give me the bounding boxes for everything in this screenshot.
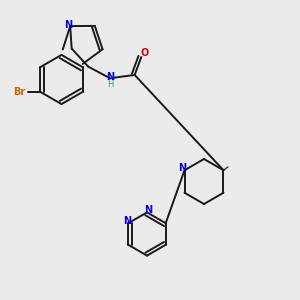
Text: H: H <box>107 80 114 89</box>
Text: N: N <box>123 216 131 226</box>
Text: N: N <box>144 205 153 215</box>
Text: O: O <box>140 48 148 59</box>
Text: Br: Br <box>13 87 25 97</box>
Text: N: N <box>106 72 115 82</box>
Text: N: N <box>64 20 73 31</box>
Text: N: N <box>178 163 186 173</box>
